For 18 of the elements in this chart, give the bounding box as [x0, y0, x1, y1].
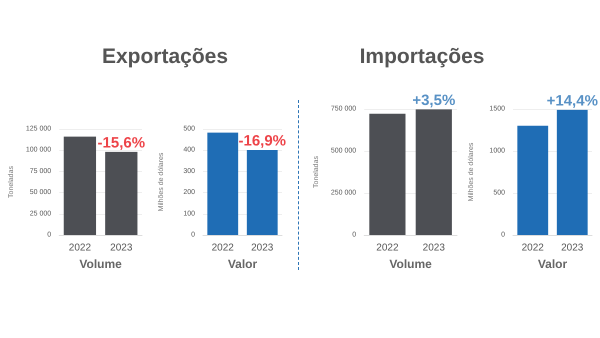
chart-title: Exportações [100, 45, 230, 69]
x-axis-title: Volume [389, 256, 432, 271]
chart-title: Importações [358, 45, 486, 69]
annotation: +14,4% [546, 92, 598, 110]
x-tick-label: 2022 [376, 242, 399, 254]
x-axis-title: Valor [228, 256, 258, 271]
x-tick-label: 2023 [251, 242, 274, 254]
x-axis-title: Valor [538, 256, 568, 271]
x-tick-label: 2022 [522, 242, 544, 254]
annotation: +3,5% [412, 92, 456, 109]
annotation: -15,6% [98, 134, 146, 152]
x-tick-label: 2023 [422, 242, 446, 254]
x-tick-label: 2022 [212, 242, 234, 254]
x-tick-label: 2023 [561, 242, 584, 254]
annotation: -16,9% [238, 132, 286, 150]
x-axis-title: Volume [79, 256, 122, 271]
x-tick-label: 2022 [68, 242, 92, 254]
x-tick-label: 2023 [110, 242, 133, 254]
